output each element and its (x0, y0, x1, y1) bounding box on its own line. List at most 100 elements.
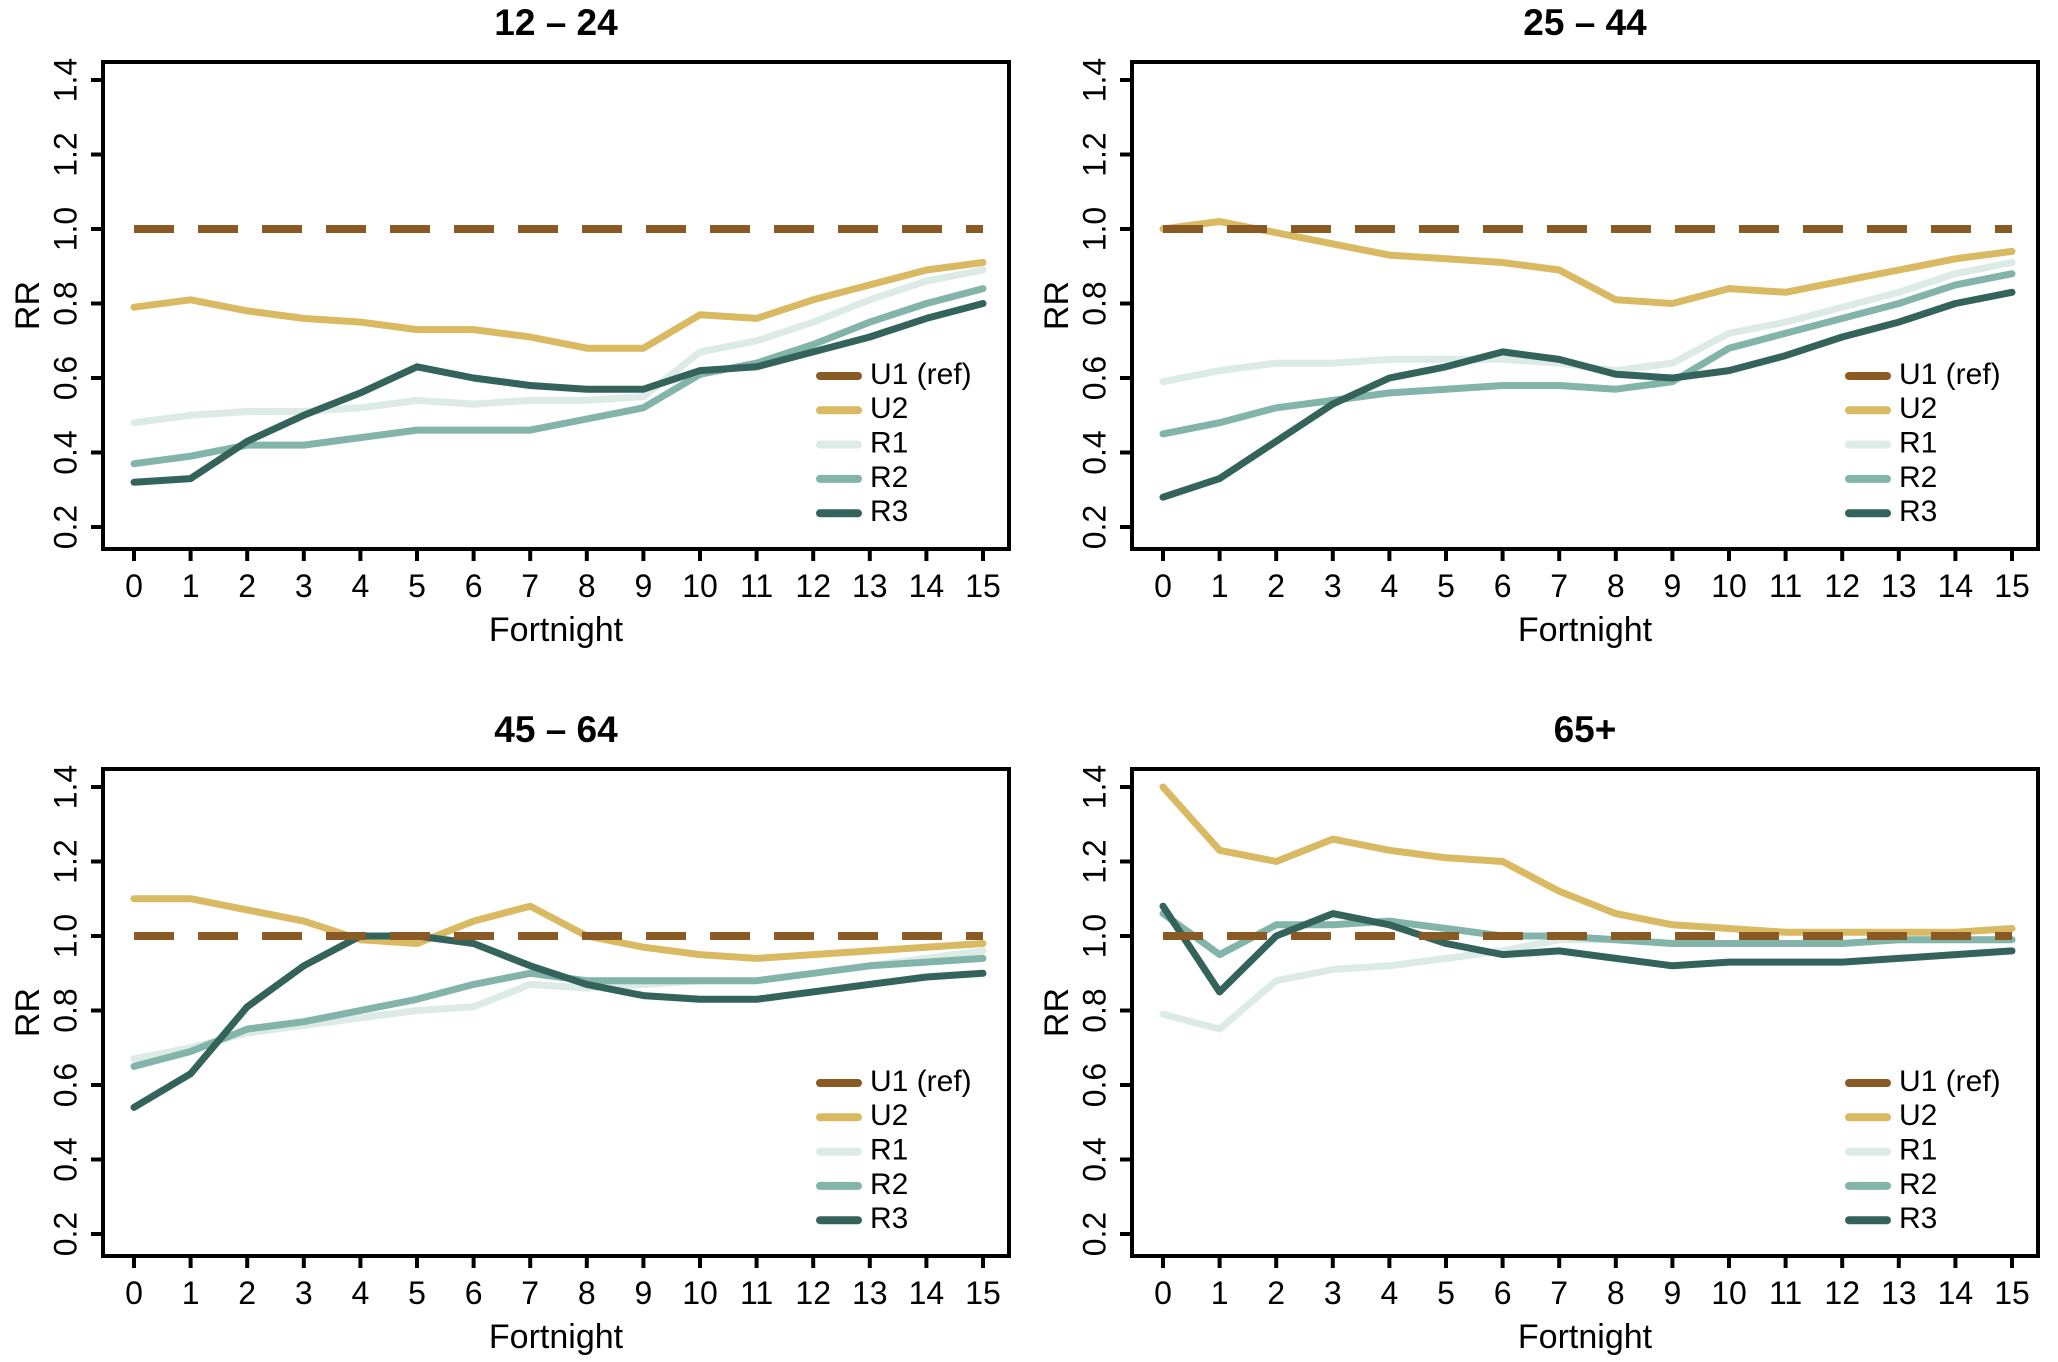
x-tick-label: 12 (1824, 1275, 1860, 1311)
legend-label: U2 (1899, 392, 1937, 425)
series-line-r3 (130, 932, 987, 1111)
x-tick-label: 0 (1154, 1275, 1172, 1311)
x-tick-label: 3 (1324, 1275, 1342, 1311)
legend-label: R2 (1899, 1168, 1937, 1201)
x-tick-label: 7 (521, 568, 539, 604)
chart-svg: 65+0.20.40.60.81.01.21.40 1 2 3 4 5 6 7 8 9 10 11 12… (1038, 709, 2040, 1356)
y-tick-label: 0.2 (1076, 505, 1112, 549)
x-tick-label: 9 (635, 1275, 653, 1311)
x-tick-label: 1 (182, 568, 200, 604)
legend-label: R3 (1899, 495, 1937, 528)
x-tick-label: 8 (578, 1275, 596, 1311)
y-tick-label: 0.8 (1076, 281, 1112, 325)
chart-title: 45 – 64 (494, 709, 618, 750)
x-tick-label: 14 (909, 1275, 945, 1311)
legend-label: R2 (1899, 461, 1937, 494)
legend-label: U1 (ref) (1899, 358, 2001, 391)
y-tick-label: 0.4 (47, 430, 83, 474)
chart-panel-12-24: 12 – 24 0.2 0.4 0.6 0.8 1.0 1.2 1.4 0 1 2 3 4 5 6 7 8 9 10… (0, 0, 1029, 681)
x-tick-label: 0 (125, 1275, 143, 1311)
x-tick-label: 15 (1994, 568, 2030, 604)
x-tick-label: 14 (1938, 1275, 1974, 1311)
y-tick-label: 0.4 (1076, 1137, 1112, 1181)
legend-label: U2 (1899, 1099, 1937, 1132)
chart-title: 25 – 44 (1523, 2, 1647, 43)
chart-content: 65+0.20.40.60.81.01.21.40 1 2 3 4 5 6 7 8 9 10 11 12… (1038, 709, 2040, 1356)
chart-content: 45 – 640.20.40.60.81.01.21.40 1 2 3 4 5 6 7 8 9 10… (9, 709, 1011, 1356)
x-tick-label: 11 (1769, 1275, 1802, 1311)
x-tick-label: 4 (352, 1275, 370, 1311)
chart-title: 12 – 24 (494, 2, 618, 43)
series-line-r2 (1159, 270, 2016, 438)
x-tick-label: 2 (1267, 1275, 1285, 1311)
y-tick-label: 0.8 (47, 988, 83, 1032)
chart-panel-25-44: 25 – 44 0.2 0.4 0.6 0.8 1.0 1.2 1.4 0 1 2 3 4 5 6 7 8 9 10… (1029, 0, 2058, 681)
y-tick-label: 1.4 (1076, 765, 1112, 809)
x-tick-label: 14 (1938, 568, 1974, 604)
x-tick-label: 10 (1711, 568, 1747, 604)
y-tick-label: 0.6 (47, 356, 83, 400)
series-line-r3 (130, 300, 987, 486)
chart-content: 25 – 440.20.40.60.81.01.21.40 1 2 3 4 5 6 7 8 9 10… (1038, 2, 2040, 649)
series-line-u2 (1159, 218, 2016, 307)
x-tick-label: 11 (740, 1275, 773, 1311)
y-tick-label: 1.2 (1076, 839, 1112, 883)
x-tick-label: 6 (465, 568, 483, 604)
y-tick-label: 1.0 (1076, 914, 1112, 958)
y-tick-label: 1.4 (47, 765, 83, 809)
y-tick-label: 0.4 (47, 1137, 83, 1181)
x-axis-label: Fortnight (489, 611, 624, 649)
y-tick-label: 1.0 (1076, 207, 1112, 251)
x-tick-label: 11 (1769, 568, 1802, 604)
y-tick-label: 0.4 (1076, 430, 1112, 474)
y-tick-label: 0.8 (1076, 988, 1112, 1032)
x-tick-label: 0 (125, 568, 143, 604)
legend-label: R1 (1899, 427, 1937, 460)
x-tick-label: 6 (465, 1275, 483, 1311)
x-tick-label: 15 (1994, 1275, 2030, 1311)
x-tick-label: 13 (852, 568, 888, 604)
chart-panel-65-plus: 65+ 0.2 0.4 0.6 0.8 1.0 1.2 1.4 0 1 2 3 4 5 6 7 8 9 10 11 12… (1029, 681, 2058, 1362)
y-tick-label: 0.2 (1076, 1212, 1112, 1256)
x-tick-label: 5 (1437, 1275, 1455, 1311)
x-tick-label: 13 (1881, 568, 1917, 604)
x-tick-label: 1 (1211, 568, 1229, 604)
y-axis-label: RR (9, 281, 47, 330)
x-tick-label: 10 (682, 1275, 718, 1311)
x-tick-label: 10 (1711, 1275, 1747, 1311)
x-tick-label: 4 (1381, 1275, 1399, 1311)
x-tick-label: 2 (238, 1275, 256, 1311)
legend-label: R2 (870, 1168, 908, 1201)
x-tick-label: 10 (682, 568, 718, 604)
y-tick-label: 0.6 (1076, 356, 1112, 400)
x-tick-label: 7 (1550, 568, 1568, 604)
legend-label: R1 (870, 427, 908, 460)
legend-label: R1 (1899, 1134, 1937, 1167)
series-line-r1 (130, 266, 987, 427)
x-tick-label: 3 (295, 568, 313, 604)
chart-svg: 25 – 440.20.40.60.81.01.21.40 1 2 3 4 5 6 7 8 9 10… (1038, 2, 2040, 649)
x-tick-label: 12 (795, 568, 831, 604)
x-tick-label: 9 (1664, 568, 1682, 604)
x-tick-label: 13 (1881, 1275, 1917, 1311)
series-line-r2 (130, 285, 987, 468)
x-tick-label: 12 (1824, 568, 1860, 604)
chart-panel-45-64: 45 – 64 0.2 0.4 0.6 0.8 1.0 1.2 1.4 0 1 2 3 4 5 6 7 8 9 10… (0, 681, 1029, 1362)
x-tick-label: 5 (1437, 568, 1455, 604)
x-tick-label: 3 (295, 1275, 313, 1311)
y-tick-label: 1.0 (47, 207, 83, 251)
y-tick-label: 1.2 (47, 132, 83, 176)
x-tick-label: 1 (1211, 1275, 1229, 1311)
x-tick-label: 4 (352, 568, 370, 604)
series-line-u2 (130, 895, 987, 962)
chart-svg: 12 – 240.20.40.60.81.01.21.40 1 2 3 4 5 6 7 8 9 10… (9, 2, 1011, 649)
legend-label: U2 (870, 392, 908, 425)
legend-label: U1 (ref) (870, 1065, 972, 1098)
legend-label: R1 (870, 1134, 908, 1167)
y-tick-label: 0.2 (47, 1212, 83, 1256)
y-tick-label: 1.2 (1076, 132, 1112, 176)
y-tick-label: 0.8 (47, 281, 83, 325)
y-tick-label: 1.4 (47, 58, 83, 102)
